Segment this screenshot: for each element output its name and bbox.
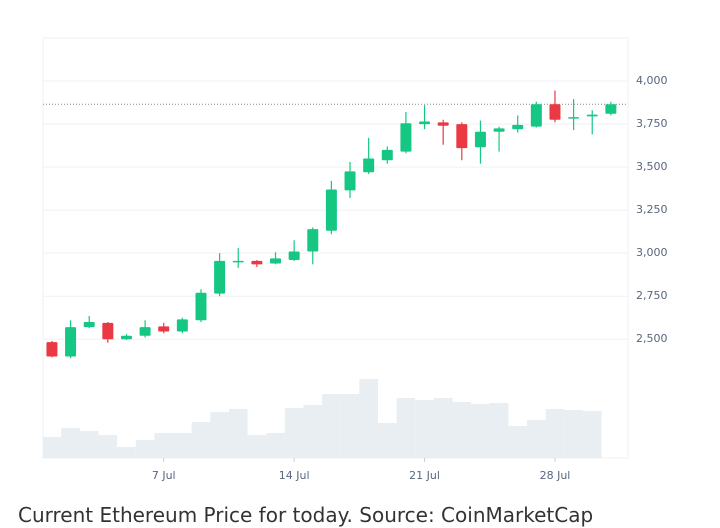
candle-body <box>65 327 77 357</box>
candle-body <box>344 171 356 191</box>
candle-body <box>381 149 393 161</box>
volume-bar <box>79 431 99 458</box>
volume-bar <box>266 433 285 458</box>
y-tick-label: 3,500 <box>636 160 668 173</box>
volume-bar <box>117 447 136 458</box>
volume-bar <box>396 398 416 458</box>
candle-body <box>288 251 300 261</box>
volume-bar <box>582 411 602 458</box>
volume-bar <box>247 435 267 458</box>
candle-body <box>139 327 151 336</box>
candle-body <box>568 117 580 119</box>
volume-bar <box>433 398 453 458</box>
candle-body <box>214 260 226 294</box>
candle-body <box>419 121 431 125</box>
y-tick-label: 3,000 <box>636 246 668 259</box>
y-tick-label: 3,250 <box>636 203 668 216</box>
volume-bar <box>564 410 583 458</box>
candle-body <box>363 158 375 173</box>
x-tick-label: 21 Jul <box>409 469 440 482</box>
candle-body <box>400 123 412 152</box>
volume-bar <box>489 403 509 458</box>
volume-bar <box>173 433 192 458</box>
candle-body <box>493 128 505 132</box>
x-tick-label: 28 Jul <box>540 469 571 482</box>
volume-bar <box>545 409 565 458</box>
candle-body <box>307 229 319 252</box>
candle-body <box>586 114 598 117</box>
candle-body <box>232 260 244 263</box>
x-tick-label: 14 Jul <box>279 469 310 482</box>
volume-bar <box>359 379 378 458</box>
candle-body <box>437 122 449 126</box>
y-tick-label: 4,000 <box>636 74 668 87</box>
y-tick-label: 3,750 <box>636 117 668 130</box>
candle-body <box>102 322 114 340</box>
volume-bar <box>527 420 546 458</box>
volume-bar <box>228 409 248 458</box>
candle-body <box>176 319 188 332</box>
y-tick-label: 2,750 <box>636 289 668 302</box>
chart: 2,500 2,750 3,000 3,250 3,500 3,750 4,000 7 Jul… <box>42 37 668 482</box>
candle-body <box>120 335 132 340</box>
volume-bar <box>191 422 211 458</box>
candle-body <box>549 104 561 120</box>
volume-bar <box>284 408 304 458</box>
volume-bar <box>452 402 472 458</box>
candle-body <box>270 258 282 264</box>
candle-body <box>195 292 207 321</box>
volume-bar <box>61 428 80 458</box>
candle-body <box>474 131 486 148</box>
caption: Current Ethereum Price for today. Source… <box>18 503 594 527</box>
volume-bar <box>303 405 323 458</box>
candle-body <box>530 104 542 127</box>
candle-body <box>46 342 58 357</box>
volume-bar <box>377 423 397 458</box>
candle-body <box>158 326 170 332</box>
volume-bar <box>42 437 62 458</box>
candle-body <box>83 322 95 328</box>
volume-bar <box>135 440 155 458</box>
volume-bar <box>154 433 174 458</box>
x-tick-label: 7 Jul <box>152 469 176 482</box>
volume-bar <box>340 394 360 458</box>
volume-bar <box>98 435 118 458</box>
volume-bar <box>210 412 229 458</box>
volume-bar <box>415 400 434 458</box>
y-tick-label: 2,500 <box>636 332 668 345</box>
volume-bar <box>508 426 528 458</box>
candle-body <box>456 124 468 149</box>
candle-body <box>512 124 524 130</box>
candle-body <box>251 260 263 265</box>
volume-bar <box>322 394 341 458</box>
candle-body <box>605 104 617 114</box>
candle-body <box>325 189 337 231</box>
volume-bar <box>471 404 490 458</box>
